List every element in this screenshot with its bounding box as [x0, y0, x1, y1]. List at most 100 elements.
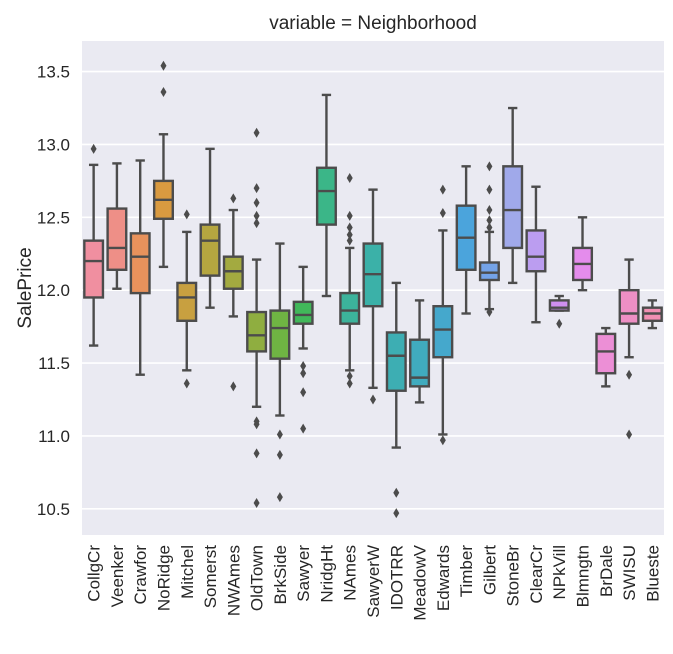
box-iqr — [199, 223, 221, 277]
boxes-group — [83, 60, 663, 519]
x-tick-label: CollgCr — [85, 545, 104, 602]
x-tick-label: NPkVill — [550, 545, 569, 599]
x-tick-label: Somerst — [201, 545, 220, 609]
outlier-point — [253, 197, 260, 208]
box-iqr — [385, 331, 407, 392]
outlier-point — [486, 307, 493, 318]
box-iqr — [269, 309, 291, 360]
box-Veenker — [106, 162, 128, 290]
outlier-point — [300, 387, 307, 398]
x-tick-label: NoRidge — [154, 545, 173, 611]
outlier-point — [253, 218, 260, 229]
box-Timber — [455, 165, 477, 315]
box-iqr — [83, 239, 105, 299]
y-tick-label: 11.0 — [38, 427, 70, 446]
box-iqr — [176, 281, 198, 322]
outlier-point — [346, 172, 353, 183]
outlier-point — [370, 394, 376, 405]
box-OldTown — [246, 127, 268, 508]
chart-title: variable = Neighborhood — [269, 13, 477, 34]
outlier-point — [439, 435, 446, 446]
x-tick-label: Veenker — [108, 545, 127, 608]
box-BrDale — [595, 326, 617, 388]
x-tick-label: Crawfor — [131, 545, 150, 605]
x-tick-label: Timber — [457, 545, 476, 598]
box-Blueste — [641, 299, 663, 330]
outlier-point — [253, 497, 260, 508]
box-NWAmes — [222, 193, 244, 392]
x-tick-labels: CollgCr Veenker Crawfor NoRidge Mitchel Somer… — [85, 544, 663, 620]
box-iqr — [292, 300, 314, 325]
x-tick-label: SWISU — [620, 545, 639, 601]
y-tick-label: 11.5 — [38, 354, 70, 373]
outlier-point — [346, 378, 353, 389]
box-SawyerW — [362, 188, 384, 405]
y-axis-label: SalePrice — [15, 247, 36, 328]
outlier-point — [276, 492, 283, 503]
box-iqr — [339, 291, 361, 325]
y-tick-label: 13.0 — [37, 135, 70, 154]
outlier-point — [346, 235, 353, 246]
box-iqr — [246, 310, 268, 353]
box-iqr — [502, 165, 524, 250]
outlier-point — [300, 360, 307, 371]
box-iqr — [478, 261, 500, 282]
outlier-point — [183, 209, 190, 220]
box-iqr — [432, 305, 454, 359]
x-tick-label: ClearCr — [527, 545, 546, 604]
box-Gilbert — [478, 161, 500, 318]
outlier-point — [626, 369, 633, 380]
outlier-point — [486, 222, 493, 233]
x-tick-label: NridgHt — [317, 545, 336, 603]
x-tick-label: Edwards — [434, 545, 453, 611]
box-iqr — [106, 207, 128, 271]
outlier-point — [276, 449, 283, 460]
x-tick-label: IDOTRR — [387, 545, 406, 610]
outlier-point — [346, 371, 353, 382]
outlier-point — [439, 184, 446, 195]
box-iqr — [548, 299, 570, 312]
x-tick-label: StoneBr — [504, 545, 523, 607]
outlier-point — [486, 205, 493, 216]
box-Somerst — [199, 147, 221, 309]
outlier-point — [300, 368, 307, 379]
outlier-point — [393, 487, 400, 498]
outlier-point — [346, 229, 353, 240]
y-tick-label: 10.5 — [37, 500, 70, 519]
outlier-point — [346, 222, 353, 233]
outlier-point — [300, 423, 307, 434]
outlier-point — [253, 127, 260, 138]
box-IDOTRR — [385, 281, 407, 519]
box-Mitchel — [176, 209, 198, 389]
x-tick-label: Blmngtn — [574, 545, 593, 607]
box-NAmes — [339, 172, 361, 389]
outlier-point — [346, 210, 353, 221]
box-iqr — [315, 166, 337, 226]
box-Crawfor — [129, 159, 151, 376]
box-iqr — [618, 288, 640, 325]
outlier-point — [626, 429, 633, 440]
box-iqr — [525, 229, 547, 273]
outlier-point — [183, 378, 190, 389]
outlier-point — [253, 183, 260, 194]
box-Sawyer — [292, 265, 314, 434]
outlier-point — [393, 508, 400, 519]
box-iqr — [222, 255, 244, 290]
outlier-point — [486, 161, 493, 172]
box-NridgHt — [315, 93, 337, 298]
x-tick-label: NWAmes — [224, 545, 243, 616]
box-iqr — [409, 338, 431, 388]
outlier-point — [230, 193, 237, 204]
box-SWISU — [618, 258, 640, 440]
box-iqr — [129, 232, 151, 295]
outlier-point — [253, 210, 260, 221]
x-tick-label: Gilbert — [480, 545, 499, 595]
x-tick-label: NAmes — [341, 545, 360, 601]
y-tick-label: 12.0 — [37, 281, 70, 300]
x-tick-label: BrDale — [597, 545, 616, 597]
outlier-point — [90, 143, 97, 154]
box-StoneBr — [502, 106, 524, 285]
box-Blmngtn — [572, 216, 594, 292]
outlier-point — [556, 318, 563, 329]
